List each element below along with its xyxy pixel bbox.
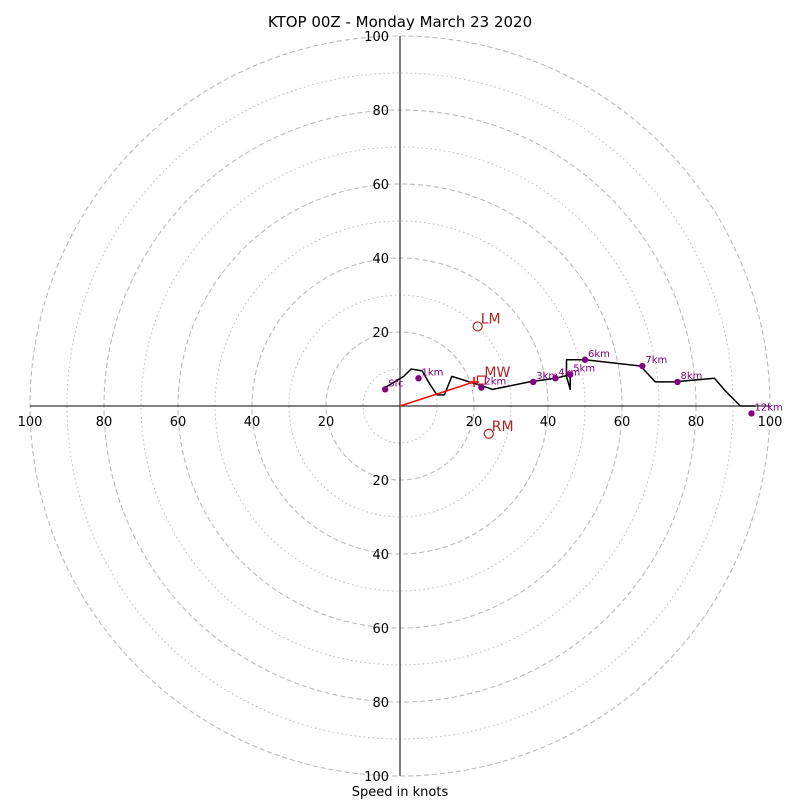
height-label: 12km	[755, 402, 783, 413]
height-label: 7km	[645, 355, 667, 366]
height-marker	[674, 378, 681, 386]
tick-label: 80	[96, 415, 113, 430]
height-marker	[530, 378, 537, 386]
tick-label: 40	[244, 415, 261, 430]
height-marker	[552, 375, 559, 382]
storm-motion-label: RM	[492, 419, 514, 435]
height-marker	[415, 375, 422, 382]
tick-label: 40	[372, 252, 389, 267]
tick-label: 80	[688, 415, 705, 430]
tick-label: 60	[372, 622, 389, 637]
height-markers: Sfc1km2km3km4km5km6km7km8km12km	[382, 349, 783, 417]
storm-motion-label: MW	[484, 365, 510, 381]
height-label: 1km	[422, 367, 444, 378]
height-label: 5km	[573, 364, 595, 375]
tick-labels: 20 20 20 20 40 40 40 40 60 60 60 60 80 80 80 80 100 100 10…	[18, 30, 783, 785]
tick-label: 20	[372, 326, 389, 341]
height-marker	[581, 356, 589, 363]
height-marker	[748, 410, 755, 417]
height-label: 8km	[681, 371, 703, 382]
tick-label: 60	[614, 415, 631, 430]
tick-label: 80	[372, 696, 389, 711]
storm-motion-marker	[483, 428, 494, 439]
tick-label: 20	[318, 415, 335, 430]
x-axis-label: Speed in knots	[352, 785, 449, 800]
height-marker	[639, 362, 646, 370]
height-label: Sfc	[388, 378, 403, 389]
height-label: 3km	[536, 371, 558, 382]
tick-label: 100	[18, 415, 43, 430]
storm-motion-marker	[476, 375, 486, 385]
tick-label: 60	[170, 415, 187, 430]
height-marker	[478, 384, 485, 391]
height-label: 6km	[588, 349, 610, 360]
shear-vector-line	[399, 381, 475, 407]
tick-label: 100	[364, 770, 389, 785]
height-marker	[382, 386, 389, 393]
height-marker	[567, 371, 574, 378]
tick-label: 20	[372, 474, 389, 489]
tick-label: 80	[372, 104, 389, 119]
tick-label: 100	[364, 30, 389, 45]
height-label: 2km	[484, 377, 506, 388]
storm-motions: LM MW RM	[472, 311, 514, 439]
tick-label: 20	[466, 415, 483, 430]
tick-label: 40	[372, 548, 389, 563]
tick-label: 100	[758, 415, 783, 430]
storm-motion-label: LM	[481, 311, 501, 327]
storm-motion-marker	[472, 321, 483, 332]
tick-label: 40	[540, 415, 557, 430]
tick-label: 60	[372, 178, 389, 193]
chart-title: KTOP 00Z - Monday March 23 2020	[268, 13, 532, 31]
